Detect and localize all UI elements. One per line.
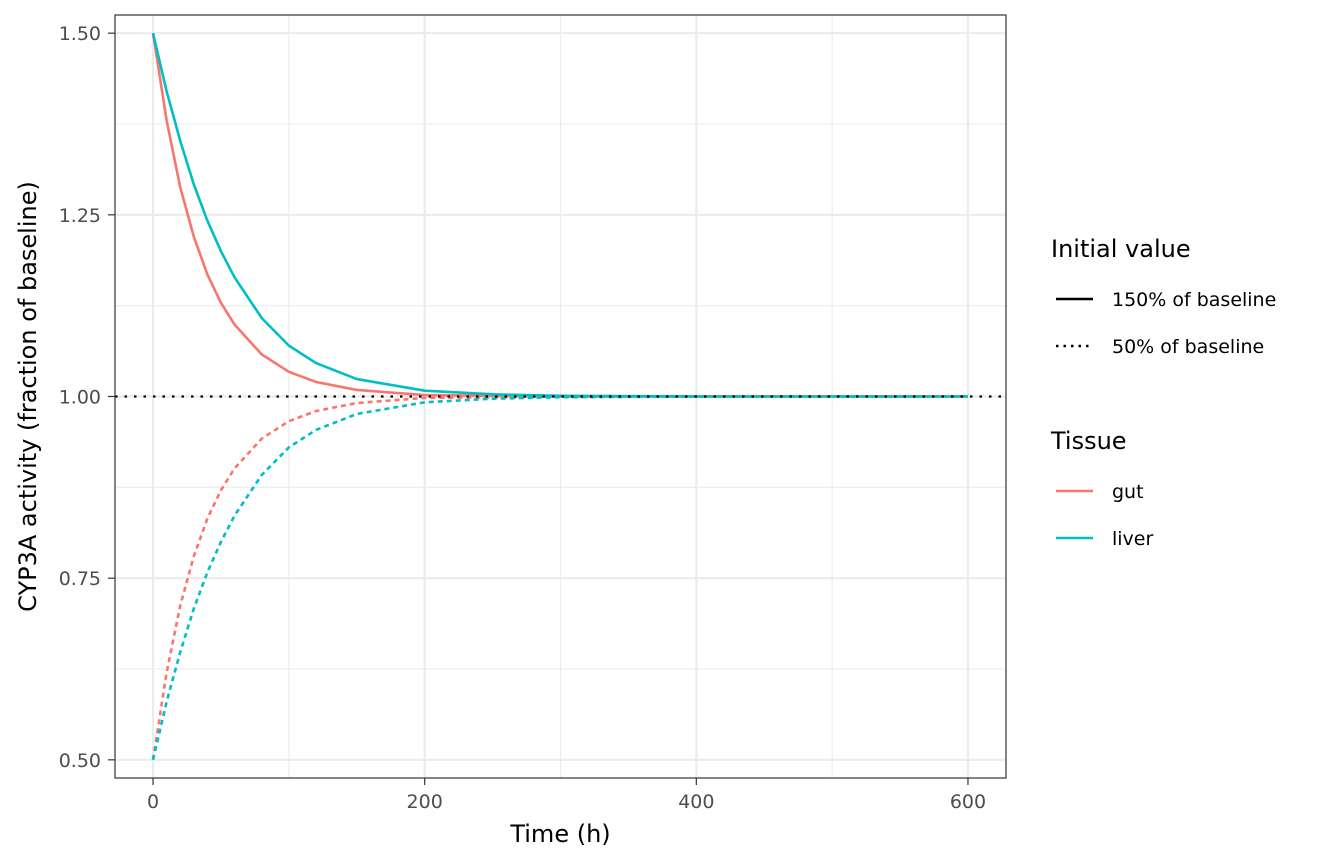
x-tick-label: 0 [147,791,159,813]
x-tick-label: 200 [407,791,443,813]
legend-label: 150% of baseline [1112,289,1276,311]
x-tick-label: 400 [678,791,714,813]
y-axis-title: CYP3A activity (fraction of baseline) [14,181,42,612]
series-line-liver-high [151,32,968,398]
y-tick-label: 1.00 [59,387,101,409]
x-axis-title: Time (h) [509,820,610,848]
y-tick-label: 0.50 [59,750,101,772]
legend: Initial value 150% of baseline 50% of base… [1050,235,1276,550]
series-layer [151,32,968,761]
x-tick-label: 600 [950,791,986,813]
y-tick-label: 1.25 [59,205,101,227]
legend-label: liver [1112,528,1153,550]
minor-grid [115,15,1006,778]
series-line-liver-low [151,395,968,761]
legend-label: 50% of baseline [1112,336,1264,358]
y-tick-label: 0.75 [59,568,101,590]
legend-title: Initial value [1051,235,1191,263]
legend-title: Tissue [1050,427,1127,455]
legend-label: gut [1112,481,1144,503]
y-tick-label: 1.50 [59,23,101,45]
x-axis: 0 200 400 600 [147,778,986,813]
y-axis: 0.50 0.75 1.00 1.25 1.50 [59,23,115,772]
